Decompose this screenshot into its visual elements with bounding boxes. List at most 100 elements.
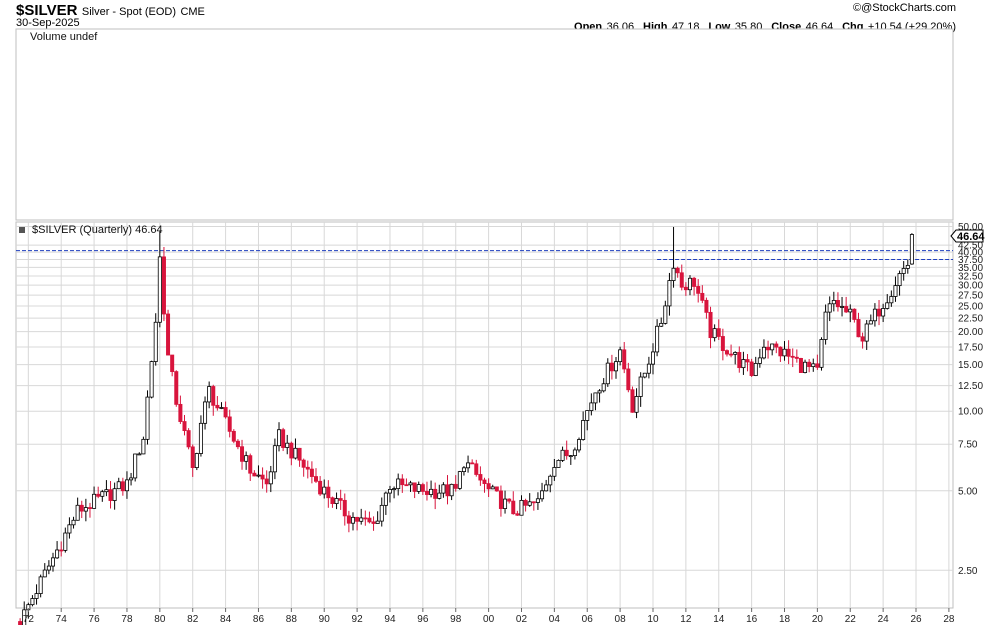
candle-body bbox=[244, 455, 249, 462]
candle-body bbox=[626, 368, 631, 391]
x-tick-label: 92 bbox=[352, 614, 364, 625]
candle-body bbox=[770, 343, 775, 351]
candle-body bbox=[149, 361, 154, 398]
candle-body bbox=[174, 371, 179, 405]
candle-body bbox=[535, 498, 540, 503]
candle-body bbox=[700, 292, 705, 301]
candle-body bbox=[724, 350, 729, 355]
candle-body bbox=[716, 328, 721, 337]
candle-body bbox=[856, 319, 861, 338]
candle-body bbox=[753, 362, 758, 376]
candle-body bbox=[720, 336, 725, 352]
candle-body bbox=[482, 479, 487, 485]
candle-body bbox=[614, 361, 619, 372]
candle-body bbox=[22, 609, 27, 625]
candle-body bbox=[572, 449, 577, 457]
candle-body bbox=[289, 442, 294, 459]
candle-body bbox=[338, 498, 343, 501]
candle-body bbox=[807, 361, 812, 368]
candle-body bbox=[285, 442, 290, 448]
candle-body bbox=[712, 328, 717, 339]
x-tick-label: 08 bbox=[615, 614, 627, 625]
candle-body bbox=[157, 256, 162, 323]
candle-body bbox=[642, 372, 647, 378]
candle-body bbox=[281, 429, 286, 448]
candle-body bbox=[330, 497, 335, 505]
candle-body bbox=[96, 493, 101, 497]
candle-body bbox=[387, 489, 392, 494]
candle-body bbox=[314, 476, 319, 482]
candle-body bbox=[75, 504, 80, 521]
candle-body bbox=[671, 267, 676, 281]
candle-body bbox=[605, 362, 610, 385]
candle-body bbox=[466, 462, 471, 469]
x-axis: 72 74 76 78 80 82 84 86 88 90 92 94 96 98 00 02 04 06 08 10… bbox=[23, 608, 955, 625]
candle-body bbox=[581, 420, 586, 440]
x-tick-label: 06 bbox=[582, 614, 594, 625]
candle-body bbox=[864, 323, 869, 342]
y-tick-label: 22.50 bbox=[958, 314, 983, 325]
x-tick-label: 00 bbox=[483, 614, 495, 625]
candle-body bbox=[757, 357, 762, 364]
candle-body bbox=[50, 557, 55, 567]
candle-body bbox=[683, 286, 688, 291]
candle-body bbox=[264, 478, 269, 485]
x-tick-label: 14 bbox=[713, 614, 725, 625]
candle-body bbox=[667, 280, 672, 307]
candle-body bbox=[687, 277, 692, 291]
candle-body bbox=[178, 403, 183, 422]
candle-body bbox=[120, 481, 125, 492]
candle-body bbox=[593, 392, 598, 404]
candle-body bbox=[87, 507, 92, 509]
candle-body bbox=[46, 565, 51, 571]
x-tick-label: 78 bbox=[121, 614, 133, 625]
candle-body bbox=[108, 489, 113, 501]
candle-body bbox=[511, 500, 516, 515]
candle-body bbox=[215, 404, 220, 409]
candle-body bbox=[116, 481, 121, 490]
candle-body bbox=[396, 478, 401, 490]
candle-body bbox=[207, 386, 212, 403]
candle-body bbox=[868, 320, 873, 325]
candle-body bbox=[227, 416, 232, 432]
candle-body bbox=[59, 549, 64, 552]
brand-label[interactable]: ©@StockCharts.com bbox=[852, 2, 956, 14]
candle-body bbox=[71, 519, 76, 526]
candle-body bbox=[889, 296, 894, 304]
candle-body bbox=[840, 306, 845, 308]
candle-body bbox=[494, 486, 499, 492]
candle-body bbox=[601, 383, 606, 392]
candle-body bbox=[63, 532, 68, 551]
candle-body bbox=[655, 325, 660, 353]
x-tick-label: 24 bbox=[878, 614, 890, 625]
candle-body bbox=[609, 362, 614, 372]
candle-body bbox=[412, 482, 417, 492]
candles bbox=[18, 226, 914, 625]
candle-body bbox=[540, 490, 545, 500]
candle-body bbox=[83, 507, 88, 512]
candle-body bbox=[823, 311, 828, 340]
candle-body bbox=[92, 493, 97, 509]
candle-body bbox=[564, 449, 569, 457]
candle-body bbox=[260, 474, 265, 480]
candle-body bbox=[778, 346, 783, 357]
candle-body bbox=[679, 272, 684, 288]
candle-body bbox=[848, 308, 853, 313]
candle-body bbox=[166, 313, 171, 356]
y-tick-label: 5.00 bbox=[958, 486, 978, 497]
candle-body bbox=[55, 549, 60, 559]
candle-body bbox=[531, 501, 536, 504]
candle-body bbox=[30, 598, 35, 606]
candle-body bbox=[342, 499, 347, 517]
y-tick-label: 20.00 bbox=[958, 327, 983, 338]
y-tick-label: 2.50 bbox=[958, 566, 978, 577]
candle-body bbox=[577, 439, 582, 451]
candle-body bbox=[696, 286, 701, 294]
date-label: 30-Sep-2025 bbox=[16, 17, 80, 29]
candle-body bbox=[400, 478, 405, 486]
candle-body bbox=[429, 488, 434, 495]
candle-body bbox=[498, 490, 503, 509]
candle-body bbox=[733, 352, 738, 355]
candle-body bbox=[527, 501, 532, 506]
